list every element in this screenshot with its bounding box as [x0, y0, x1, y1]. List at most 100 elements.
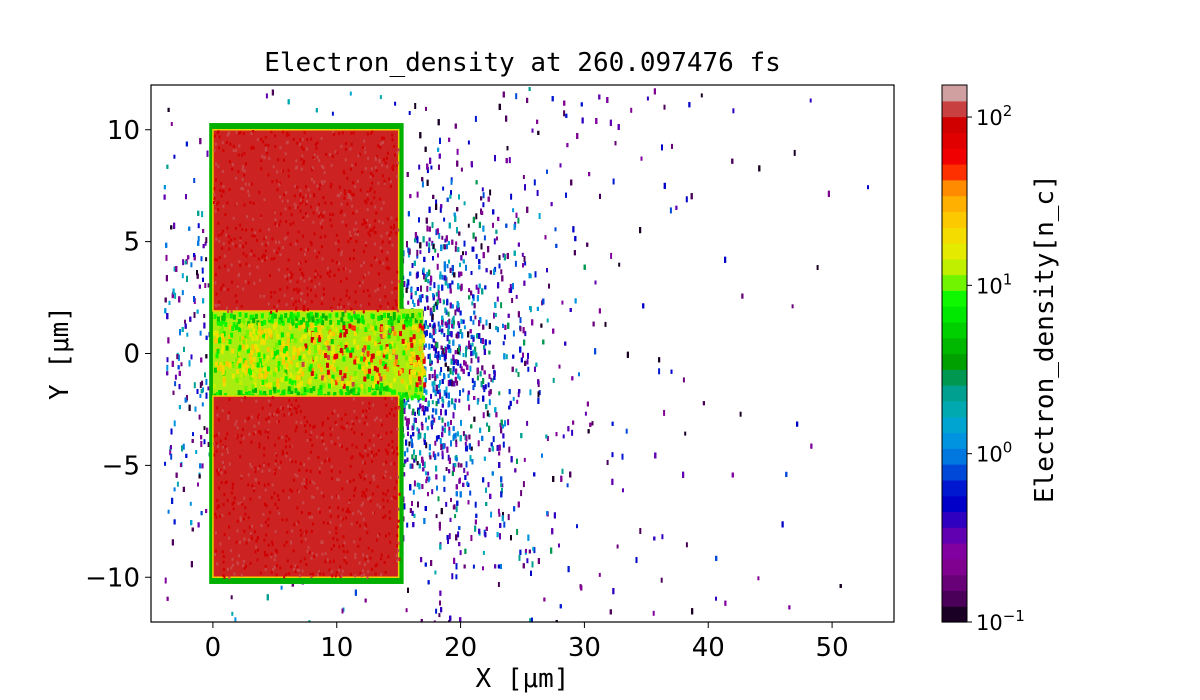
density-speck: [471, 246, 474, 252]
density-speck: [404, 451, 406, 457]
density-speck: [413, 260, 416, 266]
density-speck: [431, 381, 434, 387]
density-speck: [412, 408, 415, 415]
density-speck: [496, 445, 499, 451]
density-speck: [423, 410, 426, 416]
density-speck: [437, 452, 440, 457]
density-speck: [526, 97, 529, 103]
channel-speck: [339, 341, 343, 347]
channel-speck: [361, 336, 365, 342]
density-speck: [509, 284, 512, 289]
density-speck: [489, 189, 492, 196]
density-speck: [459, 390, 461, 396]
density-speck: [442, 443, 445, 450]
density-speck: [420, 297, 422, 303]
density-speck: [438, 525, 441, 531]
density-speck: [184, 260, 187, 265]
density-speck: [439, 438, 442, 445]
channel-speck: [222, 312, 226, 318]
density-speck: [566, 143, 569, 148]
channel-speck: [282, 316, 286, 322]
density-speck: [455, 368, 458, 375]
density-speck: [428, 248, 431, 253]
density-speck: [165, 254, 168, 261]
density-speck: [477, 356, 480, 361]
density-speck: [558, 364, 561, 369]
density-speck: [445, 353, 447, 360]
density-speck: [484, 384, 487, 390]
density-speck: [526, 359, 529, 365]
density-speck: [517, 392, 520, 398]
density-speck: [501, 275, 504, 282]
density-speck: [438, 153, 441, 159]
density-speck: [410, 295, 413, 300]
density-speck: [507, 514, 510, 521]
density-speck: [428, 374, 431, 380]
density-speck: [462, 251, 464, 256]
density-speck: [537, 558, 540, 564]
density-speck: [479, 371, 482, 377]
density-speck: [530, 570, 532, 576]
chart-title: Electron_density at 260.097476 fs: [264, 48, 781, 78]
density-speck: [616, 544, 619, 549]
density-speck: [459, 363, 462, 368]
density-speck: [472, 232, 475, 239]
density-speck: [176, 354, 179, 360]
density-speck: [430, 360, 433, 365]
density-speck: [435, 514, 438, 519]
density-speck: [456, 305, 459, 312]
density-speck: [522, 327, 525, 334]
density-speck: [682, 377, 685, 383]
density-speck: [455, 457, 458, 462]
density-speck: [448, 222, 451, 229]
density-speck: [420, 285, 422, 292]
channel-speck: [285, 363, 289, 369]
density-speck: [200, 511, 203, 516]
density-speck: [453, 381, 456, 387]
density-speck: [168, 300, 171, 305]
density-speck: [436, 358, 439, 364]
density-speck: [480, 243, 483, 250]
density-speck: [480, 381, 483, 388]
density-speck: [449, 194, 452, 199]
density-speck: [435, 292, 438, 297]
density-speck: [453, 504, 456, 510]
density-speck: [546, 169, 548, 174]
density-speck: [685, 196, 688, 203]
density-speck: [175, 266, 178, 272]
density-speck: [576, 524, 578, 529]
density-speck: [537, 379, 540, 385]
density-speck: [423, 386, 426, 393]
density-speck: [758, 165, 761, 172]
density-speck: [788, 605, 791, 610]
density-speck: [546, 436, 549, 441]
density-speck: [434, 453, 437, 460]
density-speck: [202, 229, 205, 233]
density-speck: [173, 487, 176, 492]
density-speck: [485, 268, 488, 273]
density-speck: [450, 331, 453, 338]
density-speck: [548, 283, 550, 289]
density-speck: [574, 298, 577, 304]
density-speck: [191, 527, 194, 532]
density-speck: [167, 337, 170, 344]
density-speck: [611, 452, 614, 458]
density-speck: [451, 271, 454, 276]
density-speck: [458, 542, 461, 547]
density-speck: [431, 489, 434, 495]
density-speck: [451, 573, 454, 580]
density-speck: [186, 332, 189, 337]
density-speck: [166, 164, 169, 169]
density-speck: [454, 359, 457, 364]
density-speck: [458, 194, 460, 200]
density-speck: [406, 522, 409, 528]
density-speck: [414, 455, 417, 461]
density-speck: [169, 449, 172, 456]
density-speck: [427, 400, 430, 407]
density-speck: [447, 283, 450, 289]
density-speck: [421, 425, 424, 431]
density-speck: [434, 347, 437, 354]
density-speck: [467, 140, 470, 145]
density-speck: [552, 476, 555, 482]
density-speck: [639, 227, 642, 234]
